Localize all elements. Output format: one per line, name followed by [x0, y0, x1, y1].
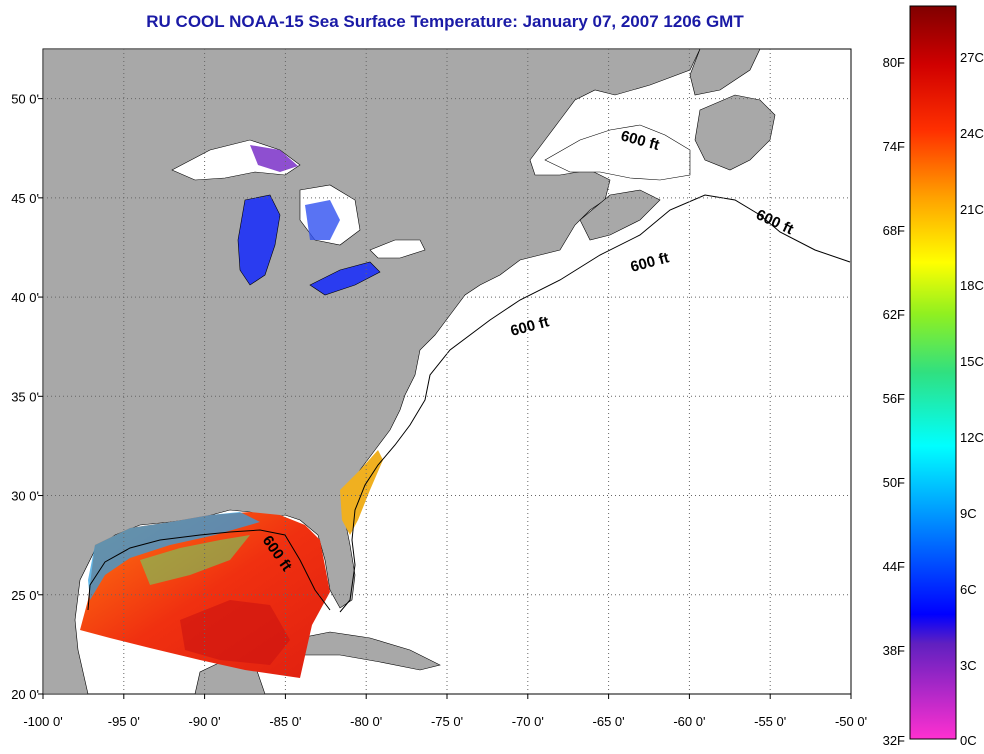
colorbar-fahrenheit-label: 38F [883, 643, 905, 658]
colorbar-fahrenheit-label: 56F [883, 391, 905, 406]
colorbar-celsius-label: 9C [960, 506, 977, 521]
colorbar-fahrenheit-label: 50F [883, 475, 905, 490]
lon-tick-label: -80 0' [350, 714, 382, 729]
isobath-600ft [339, 194, 851, 613]
colorbar-celsius-label: 6C [960, 582, 977, 597]
colorbar-fahrenheit-labels: 80F 74F 68F 62F 56F 50F 44F 38F 32F [883, 55, 905, 748]
land-cuba [289, 631, 441, 671]
colorbar-celsius-label: 15C [960, 354, 984, 369]
lake-michigan [237, 194, 281, 286]
colorbar-fahrenheit-label: 74F [883, 139, 905, 154]
land-newfoundland [694, 94, 776, 171]
colorbar-celsius-label: 27C [960, 50, 984, 65]
lat-tick-label: 40 0' [11, 290, 39, 305]
lon-tick-label: -95 0' [108, 714, 140, 729]
lon-tick-label: -60 0' [673, 714, 705, 729]
lon-tick-label: -70 0' [512, 714, 544, 729]
colorbar-fahrenheit-label: 62F [883, 307, 905, 322]
lat-tick-label: 50 0' [11, 92, 39, 107]
gulf-sst-darkred [180, 600, 290, 665]
lon-tick-label: -90 0' [189, 714, 221, 729]
lat-tick-label: 45 0' [11, 191, 39, 206]
land-labrador [689, 49, 761, 96]
lat-tick-label: 25 0' [11, 588, 39, 603]
lat-tick-label: 30 0' [11, 489, 39, 504]
gulf-sst-green [140, 535, 250, 585]
map-title: RU COOL NOAA-15 Sea Surface Temperature:… [146, 12, 744, 31]
land-nova-scotia [579, 189, 661, 241]
lon-tick-label: -85 0' [269, 714, 301, 729]
lake-ontario [369, 239, 426, 259]
colorbar-celsius-label: 18C [960, 278, 984, 293]
isobath-600ft-gulf [87, 529, 331, 611]
lon-tick-label: -75 0' [431, 714, 463, 729]
lon-tick-label: -100 0' [23, 714, 62, 729]
lat-tick-label: 35 0' [11, 389, 39, 404]
lon-tick-label: -50 0' [835, 714, 867, 729]
longitude-axis: -100 0' -95 0' -90 0' -85 0' -80 0' -75 0' -70… [23, 694, 867, 729]
colorbar-celsius-label: 3C [960, 658, 977, 673]
colorbar [909, 5, 957, 740]
lon-tick-label: -65 0' [593, 714, 625, 729]
colorbar-fahrenheit-label: 68F [883, 223, 905, 238]
colorbar-celsius-label: 0C [960, 733, 977, 748]
colorbar-celsius-labels: 27C 24C 21C 18C 15C 12C 9C 6C 3C 0C [960, 50, 984, 748]
lake-huron-sst [305, 200, 340, 240]
gulf-sst-cool-edge [88, 512, 260, 600]
lon-tick-label: -55 0' [754, 714, 786, 729]
st-lawrence [544, 124, 691, 181]
colorbar-fahrenheit-label: 80F [883, 55, 905, 70]
lake-superior-sst [250, 145, 298, 172]
colorbar-fahrenheit-label: 32F [883, 733, 905, 748]
lake-erie [309, 261, 381, 296]
latitude-axis: 50 0' 45 0' 40 0' 35 0' 30 0' 25 0' 20 0' [11, 92, 43, 702]
colorbar-celsius-label: 12C [960, 430, 984, 445]
graticule [43, 49, 851, 694]
lat-tick-label: 20 0' [11, 687, 39, 702]
colorbar-fahrenheit-label: 44F [883, 559, 905, 574]
colorbar-celsius-label: 24C [960, 126, 984, 141]
colorbar-celsius-label: 21C [960, 202, 984, 217]
